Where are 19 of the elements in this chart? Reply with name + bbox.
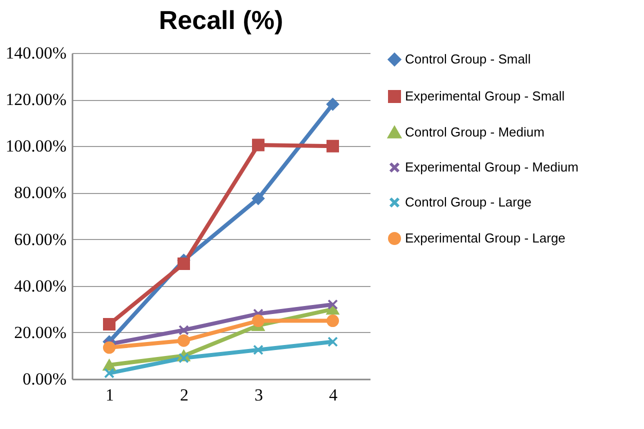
- y-tick-label: 100.00%: [6, 136, 66, 156]
- y-tick-label: 120.00%: [6, 90, 66, 110]
- legend-label: Experimental Group - Medium: [405, 160, 578, 174]
- y-tick-label: 60.00%: [14, 230, 66, 249]
- y-tick-label: 40.00%: [14, 276, 66, 296]
- x-tick-label: 4: [329, 386, 338, 404]
- legend-label: Experimental Group - Large: [405, 230, 566, 246]
- x-tick-label: 2: [180, 386, 188, 404]
- y-tick-label: 0.00%: [22, 370, 66, 388]
- x-tick-label: 3: [254, 386, 263, 404]
- y-tick-label: 80.00%: [14, 183, 66, 202]
- y-tick-label: 140.00%: [6, 44, 66, 62]
- y-tick-label: 20.00%: [14, 322, 66, 342]
- x-tick-label: 1: [106, 386, 114, 404]
- chart-title: Recall (%): [158, 5, 284, 35]
- legend-label: Experimental Group - Small: [405, 88, 565, 104]
- legend-label: Control Group - Medium: [405, 124, 544, 140]
- legend-label: Control Group - Small: [405, 52, 531, 66]
- legend-label: Control Group - Large: [405, 194, 532, 210]
